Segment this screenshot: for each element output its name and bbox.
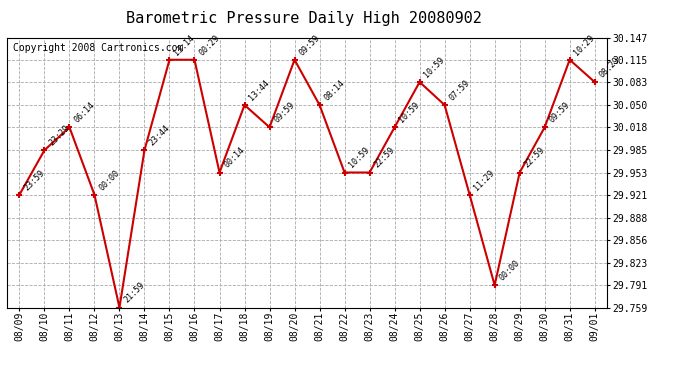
Text: 09:59: 09:59 (297, 33, 322, 57)
Text: 08:29: 08:29 (598, 55, 622, 79)
Text: 22:59: 22:59 (522, 146, 546, 170)
Text: 23:44: 23:44 (147, 123, 171, 147)
Text: 11:29: 11:29 (473, 168, 496, 192)
Text: 22:59: 22:59 (373, 146, 396, 170)
Text: 10:59: 10:59 (422, 55, 446, 79)
Text: 00:00: 00:00 (97, 168, 121, 192)
Text: 21:59: 21:59 (122, 280, 146, 305)
Text: 13:44: 13:44 (247, 78, 271, 102)
Text: 23:29: 23:29 (47, 123, 71, 147)
Text: Copyright 2008 Cartronics.com: Copyright 2008 Cartronics.com (13, 43, 184, 53)
Text: 09:59: 09:59 (273, 100, 296, 124)
Text: 00:29: 00:29 (197, 33, 221, 57)
Text: 00:14: 00:14 (222, 146, 246, 170)
Text: Barometric Pressure Daily High 20080902: Barometric Pressure Daily High 20080902 (126, 11, 482, 26)
Text: 08:14: 08:14 (322, 78, 346, 102)
Text: 10:59: 10:59 (347, 146, 371, 170)
Text: 09:59: 09:59 (547, 100, 571, 124)
Text: 13:14: 13:14 (172, 33, 196, 57)
Text: 07:59: 07:59 (447, 78, 471, 102)
Text: 06:14: 06:14 (72, 100, 96, 124)
Text: 00:00: 00:00 (497, 258, 522, 282)
Text: 23:59: 23:59 (22, 168, 46, 192)
Text: 10:29: 10:29 (573, 33, 596, 57)
Text: 10:59: 10:59 (397, 100, 422, 124)
